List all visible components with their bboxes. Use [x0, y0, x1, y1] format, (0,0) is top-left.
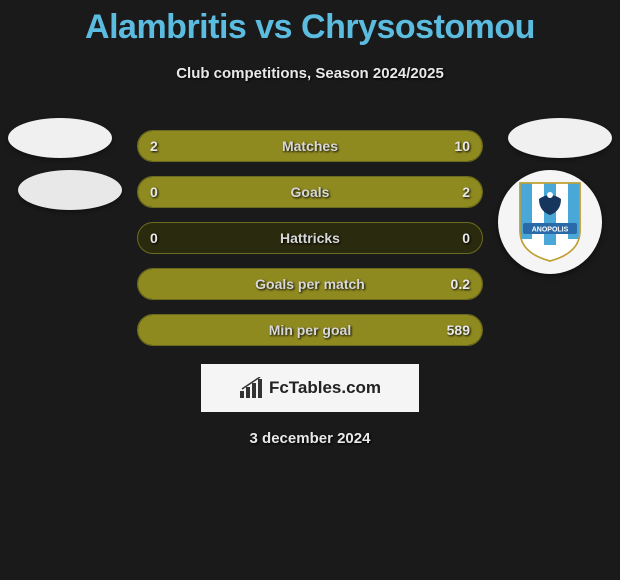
comparison-title: Alambritis vs Chrysostomou	[0, 0, 620, 47]
chart-icon	[239, 377, 263, 399]
stat-bar: 0Goals2	[137, 176, 483, 208]
stat-bar: 0Hattricks0	[137, 222, 483, 254]
club-crest: ANOPOLIS	[498, 170, 602, 274]
stats-bars: 2Matches100Goals20Hattricks0Goals per ma…	[137, 130, 483, 346]
brand-box[interactable]: FcTables.com	[201, 364, 419, 412]
stat-label: Hattricks	[138, 230, 482, 246]
player2-badge	[508, 118, 612, 158]
brand-text: FcTables.com	[269, 378, 381, 398]
svg-text:ANOPOLIS: ANOPOLIS	[532, 227, 569, 234]
stat-value-right: 0.2	[451, 276, 470, 292]
stat-label: Goals	[138, 184, 482, 200]
player1-badge-2	[18, 170, 122, 210]
stat-label: Min per goal	[138, 322, 482, 338]
shield-icon: ANOPOLIS	[515, 181, 585, 263]
subtitle: Club competitions, Season 2024/2025	[0, 65, 620, 82]
stat-value-right: 2	[462, 184, 470, 200]
stat-label: Goals per match	[138, 276, 482, 292]
stat-bar: 2Matches10	[137, 130, 483, 162]
stat-value-right: 10	[454, 138, 470, 154]
stat-label: Matches	[138, 138, 482, 154]
stat-value-right: 0	[462, 230, 470, 246]
vs-text: vs	[255, 8, 292, 46]
player1-name: Alambritis	[85, 8, 246, 46]
stat-bar: Min per goal589	[137, 314, 483, 346]
player1-badge	[8, 118, 112, 158]
date: 3 december 2024	[0, 430, 620, 447]
stat-bar: Goals per match0.2	[137, 268, 483, 300]
stat-value-right: 589	[447, 322, 470, 338]
player2-name: Chrysostomou	[301, 8, 535, 46]
